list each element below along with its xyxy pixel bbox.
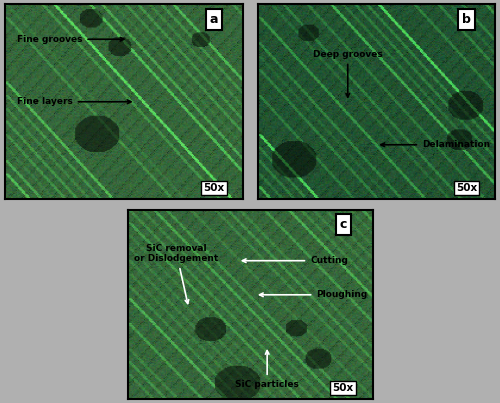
Text: Deep grooves: Deep grooves	[313, 50, 382, 97]
Text: Delamination: Delamination	[381, 140, 490, 149]
Text: 50x: 50x	[456, 183, 477, 193]
Text: SiC particles: SiC particles	[235, 351, 299, 389]
Text: Fine grooves: Fine grooves	[17, 35, 124, 44]
Text: Fine layers: Fine layers	[17, 97, 131, 106]
Text: 50x: 50x	[332, 382, 353, 393]
Text: Cutting: Cutting	[242, 256, 348, 265]
Text: 50x: 50x	[204, 183, 225, 193]
Text: Ploughing: Ploughing	[260, 290, 368, 299]
Text: c: c	[340, 218, 347, 231]
Text: a: a	[210, 13, 218, 26]
Text: b: b	[462, 13, 471, 26]
Text: SiC removal
or Dislodgement: SiC removal or Dislodgement	[134, 244, 218, 303]
